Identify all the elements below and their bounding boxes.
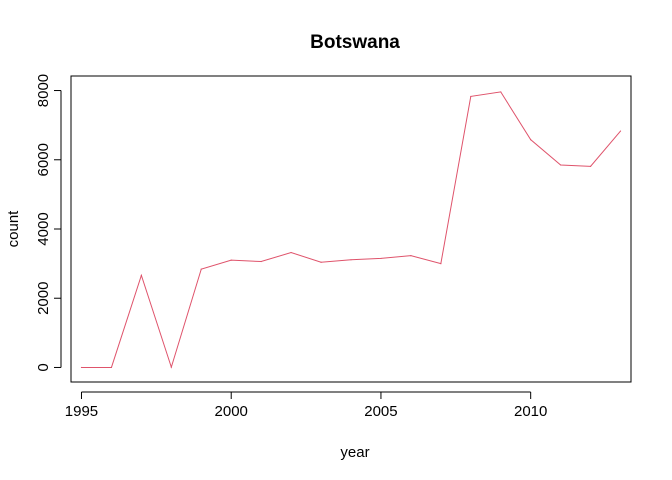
x-tick-label: 2000 [215,403,248,420]
data-point [320,261,322,263]
data-point [410,255,412,257]
x-tick-label: 2010 [514,403,547,420]
data-points [80,91,622,369]
y-tick-label: 2000 [35,282,52,315]
data-point [530,139,532,141]
data-point [500,91,502,93]
plot-frame [70,75,632,383]
data-point [290,251,292,254]
data-point [350,259,352,261]
data-point [589,165,592,167]
data-point [380,257,382,260]
y-axis-label: count [5,210,22,248]
y-axis: 0 2000 4000 6000 8000 [35,74,62,372]
data-point [619,130,622,132]
data-point [80,366,83,369]
data-point [110,366,113,369]
y-tick-label: 8000 [35,74,52,107]
data-point [260,260,262,263]
y-tick-label: 6000 [35,143,52,176]
data-point [170,366,172,368]
y-tick-label: 4000 [35,212,52,245]
data-point [560,164,562,166]
x-tick-label: 2005 [364,403,397,420]
data-point [200,268,202,270]
series-line [81,91,621,369]
x-tick-label: 1995 [65,403,98,420]
x-axis: 1995 2000 2005 2010 [65,391,547,420]
data-point [470,95,472,98]
x-axis-label: year [340,444,369,461]
data-point [230,259,232,261]
data-point [140,274,142,276]
chart-title: Botswana [310,32,400,53]
y-tick-label: 0 [35,363,52,371]
data-point [440,263,442,265]
